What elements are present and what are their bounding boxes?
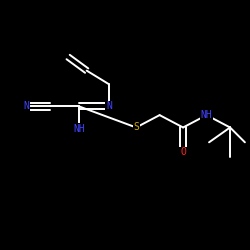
- Text: S: S: [133, 122, 139, 132]
- Text: O: O: [180, 147, 186, 157]
- Text: NH: NH: [74, 124, 85, 134]
- Text: NH: NH: [201, 110, 212, 120]
- Text: N: N: [106, 102, 112, 112]
- Text: N: N: [23, 102, 29, 112]
